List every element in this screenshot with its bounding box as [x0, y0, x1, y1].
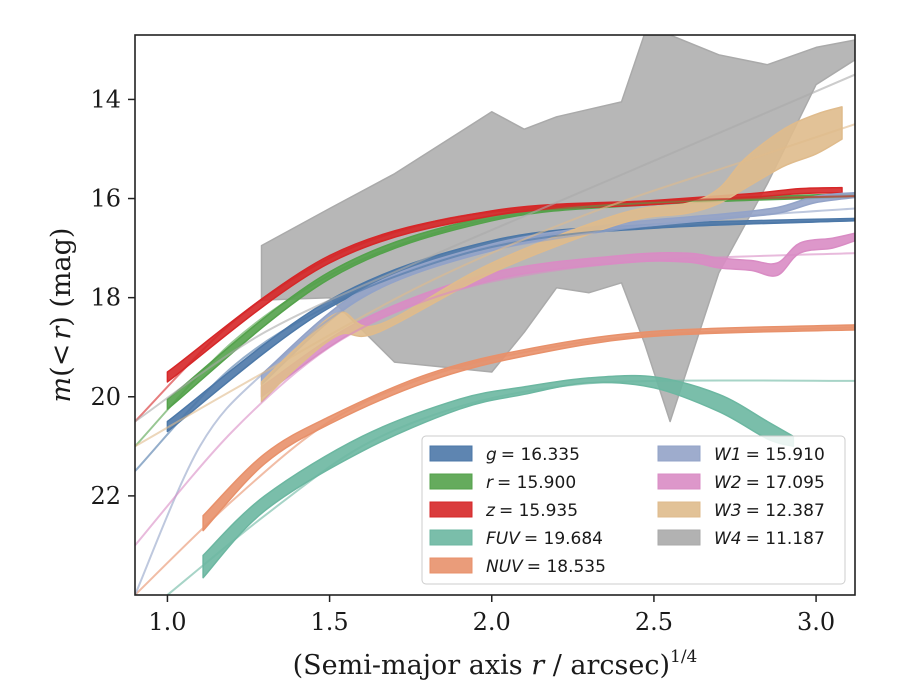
legend-swatch-w1: [657, 445, 701, 462]
legend-label-g: g = 16.335: [486, 445, 580, 465]
series-w1-model-curve: [135, 207, 855, 595]
legend-label-nuv: NUV = 18.535: [486, 557, 606, 577]
legend-label-w2: W2 = 17.095: [714, 473, 825, 493]
legend-frame: [421, 435, 846, 585]
y-axis-label: m(< r) (mag): [46, 228, 77, 403]
series-r-model-curve: [135, 195, 855, 447]
series-w3-model-curve: [135, 123, 855, 448]
series-g-model-curve: [135, 219, 855, 472]
plot-frame: [134, 34, 856, 596]
x-axis-label-var: r: [531, 650, 546, 681]
y-axis-label-r: r: [46, 325, 77, 340]
y-tick-label: 14: [90, 85, 121, 113]
y-axis-label-m: m: [46, 377, 77, 403]
legend-swatch-fuv: [429, 529, 473, 546]
x-axis: 1.0 1.5 2.0 2.5 3.0: [148, 595, 835, 636]
y-axis-label-open: (: [46, 366, 77, 377]
legend-swatch-w2: [657, 473, 701, 490]
legend-swatch-g: [429, 445, 473, 462]
legend-swatch-nuv: [429, 557, 473, 574]
y-axis-label-close: ): [46, 316, 77, 327]
y-tick-label: 20: [90, 383, 121, 411]
x-tick-label: 2.0: [473, 608, 511, 636]
series-w4-model-curve: [135, 73, 855, 423]
series-w2-model-curve: [135, 252, 855, 547]
x-axis-label-post: / arcsec): [544, 650, 670, 681]
series-w3-band: [260, 106, 843, 403]
bands-layer: [166, 35, 855, 579]
legend-swatch-w3: [657, 501, 701, 518]
x-tick-label: 1.0: [148, 608, 186, 636]
series-fuv-model-curve: [166, 379, 855, 595]
legend-label-w1: W1 = 15.910: [714, 445, 825, 465]
legend-label-r: r = 15.900: [486, 473, 576, 493]
y-axis-label-unit: (mag): [46, 228, 77, 317]
legend-swatch-z: [429, 501, 473, 518]
x-axis-label-sup: 1/4: [670, 647, 697, 667]
legend-swatch-w4: [657, 529, 701, 546]
legend-label-fuv: FUV = 19.684: [486, 529, 603, 549]
series-nuv-band: [202, 324, 855, 532]
x-tick-label: 2.5: [635, 608, 673, 636]
legend: g = 16.335 r = 15.900 z = 15.935 FUV = 19.684 NU…: [421, 435, 846, 585]
legend-label-w3: W3 = 12.387: [714, 501, 825, 521]
series-z-model-curve: [135, 195, 855, 423]
curves-layer: [135, 73, 855, 595]
series-w4-band: [260, 35, 855, 423]
y-axis: 14 16 18 20 22: [90, 85, 135, 510]
y-tick-label: 22: [90, 482, 121, 510]
y-axis-label-lt: <: [46, 344, 77, 367]
series-nuv-model-curve: [135, 326, 855, 595]
x-axis-label-pre: (Semi-major axis: [293, 650, 532, 681]
y-tick-label: 16: [90, 185, 121, 213]
x-axis-label: (Semi-major axis r / arcsec)1/4: [293, 647, 698, 681]
legend-label-w4: W4 = 11.187: [714, 529, 825, 549]
y-tick-label: 18: [90, 284, 121, 312]
series-r-band: [166, 192, 855, 410]
x-tick-label: 1.5: [311, 608, 349, 636]
legend-label-z: z = 15.935: [485, 501, 578, 521]
x-tick-label: 3.0: [797, 608, 835, 636]
legend-swatch-r: [429, 473, 473, 490]
